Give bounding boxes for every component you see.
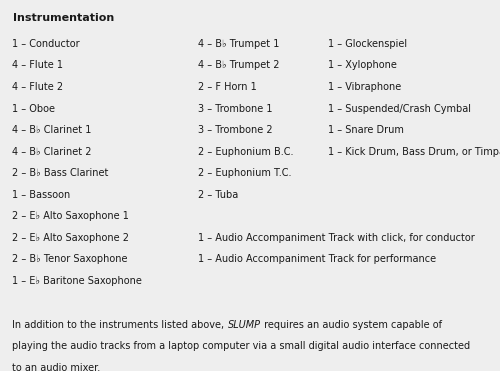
Text: In addition to the instruments listed above,: In addition to the instruments listed ab… (12, 320, 228, 330)
Text: 3 – Trombone 1: 3 – Trombone 1 (198, 104, 272, 114)
Text: 1 – Audio Accompaniment Track for performance: 1 – Audio Accompaniment Track for perfor… (198, 254, 436, 264)
Text: 4 – B♭ Clarinet 1: 4 – B♭ Clarinet 1 (12, 125, 92, 135)
Text: 4 – B♭ Trumpet 2: 4 – B♭ Trumpet 2 (198, 60, 279, 70)
Text: 1 – Bassoon: 1 – Bassoon (12, 190, 71, 200)
Text: 2 – Euphonium B.C.: 2 – Euphonium B.C. (198, 147, 293, 157)
Text: 2 – Tuba: 2 – Tuba (198, 190, 238, 200)
Text: 4 – Flute 2: 4 – Flute 2 (12, 82, 64, 92)
Text: 1 – Oboe: 1 – Oboe (12, 104, 56, 114)
Text: 1 – Xylophone: 1 – Xylophone (328, 60, 396, 70)
Text: 4 – Flute 1: 4 – Flute 1 (12, 60, 64, 70)
Text: 4 – B♭ Trumpet 1: 4 – B♭ Trumpet 1 (198, 39, 279, 49)
Text: playing the audio tracks from a laptop computer via a small digital audio interf: playing the audio tracks from a laptop c… (12, 341, 470, 351)
Text: 3 – Trombone 2: 3 – Trombone 2 (198, 125, 272, 135)
Text: 2 – B♭ Bass Clarinet: 2 – B♭ Bass Clarinet (12, 168, 109, 178)
Text: 2 – E♭ Alto Saxophone 1: 2 – E♭ Alto Saxophone 1 (12, 211, 130, 221)
Text: 1 – Audio Accompaniment Track with click, for conductor: 1 – Audio Accompaniment Track with click… (198, 233, 474, 243)
Text: 4 – B♭ Clarinet 2: 4 – B♭ Clarinet 2 (12, 147, 92, 157)
Text: 1 – Suspended/Crash Cymbal: 1 – Suspended/Crash Cymbal (328, 104, 470, 114)
Text: 2 – B♭ Tenor Saxophone: 2 – B♭ Tenor Saxophone (12, 254, 128, 264)
Text: requires an audio system capable of: requires an audio system capable of (261, 320, 442, 330)
Text: 2 – Euphonium T.C.: 2 – Euphonium T.C. (198, 168, 291, 178)
Text: 1 – Vibraphone: 1 – Vibraphone (328, 82, 401, 92)
Text: 1 – Conductor: 1 – Conductor (12, 39, 80, 49)
Text: 1 – Kick Drum, Bass Drum, or Timpani: 1 – Kick Drum, Bass Drum, or Timpani (328, 147, 500, 157)
Text: 1 – Snare Drum: 1 – Snare Drum (328, 125, 404, 135)
Text: to an audio mixer.: to an audio mixer. (12, 363, 101, 371)
Text: 2 – F Horn 1: 2 – F Horn 1 (198, 82, 256, 92)
Text: 1 – E♭ Baritone Saxophone: 1 – E♭ Baritone Saxophone (12, 276, 142, 286)
Text: Instrumentation: Instrumentation (12, 13, 114, 23)
Text: 2 – E♭ Alto Saxophone 2: 2 – E♭ Alto Saxophone 2 (12, 233, 130, 243)
Text: SLUMP: SLUMP (228, 320, 261, 330)
Text: 1 – Glockenspiel: 1 – Glockenspiel (328, 39, 406, 49)
